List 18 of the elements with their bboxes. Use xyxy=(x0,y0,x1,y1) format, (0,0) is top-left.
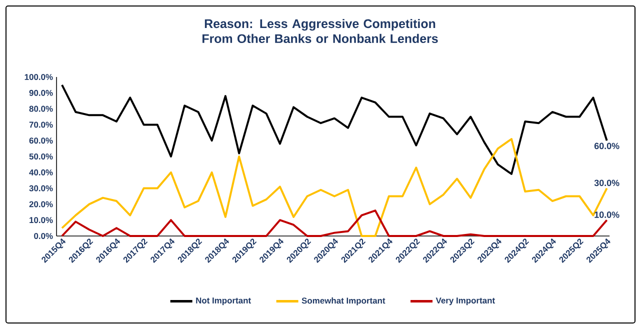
y-tick-label: 10.0% xyxy=(30,217,53,224)
y-tick-label: 70.0% xyxy=(29,122,53,128)
data-label: 10.0% xyxy=(594,212,620,218)
y-tick-label: 40.0% xyxy=(29,169,53,176)
data-label: 30.0% xyxy=(594,180,620,186)
chart-title: Reason: Less Aggressive Competition From Other Banks or Nonbank Lenders xyxy=(202,18,438,44)
y-tick-label: 60.0% xyxy=(29,138,53,144)
y-tick-label: 50.0% xyxy=(29,154,53,160)
y-tick-label: 80.0% xyxy=(29,106,53,112)
y-tick-label: 90.0% xyxy=(29,90,53,96)
y-tick-label: 30.0% xyxy=(29,185,53,192)
legend-label: Very Important xyxy=(436,298,495,306)
data-label: 60.0% xyxy=(594,142,620,150)
y-tick-label: 20.0% xyxy=(29,201,53,208)
legend-label: Not Important xyxy=(196,298,251,306)
y-tick-label: 0.0% xyxy=(34,233,53,239)
y-tick-label: 100.0% xyxy=(24,74,53,80)
legend-label: Somewhat Important xyxy=(302,297,386,306)
